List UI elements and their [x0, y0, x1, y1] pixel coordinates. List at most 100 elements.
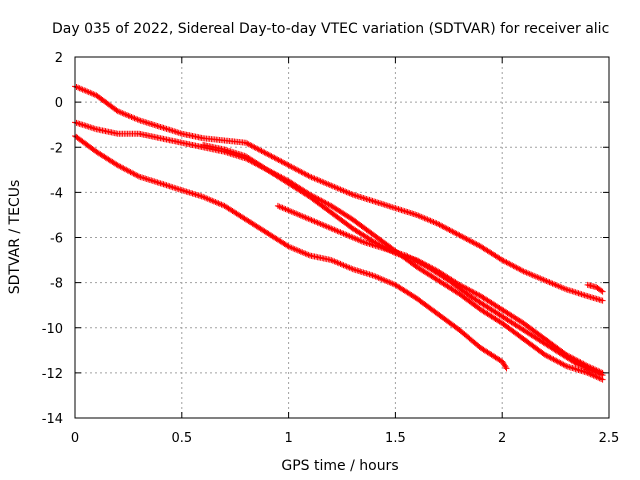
interpolated-markers: [543, 337, 568, 357]
y-tick-label: -4: [50, 186, 63, 201]
interpolated-markers: [73, 84, 98, 98]
series-track-6: [584, 281, 606, 295]
interpolated-markers: [586, 293, 605, 304]
interpolated-markers: [351, 192, 376, 204]
x-tick-label: 2.5: [599, 431, 620, 446]
interpolated-markers: [543, 278, 568, 292]
interpolated-markers: [201, 142, 226, 153]
interpolated-markers: [244, 140, 269, 157]
interpolated-markers: [73, 133, 99, 154]
interpolated-markers: [329, 257, 355, 272]
interpolated-markers: [329, 203, 355, 222]
interpolated-markers: [564, 286, 590, 299]
interpolated-markers: [340, 230, 365, 245]
y-tick-label: -14: [42, 412, 63, 427]
interpolated-markers: [276, 203, 301, 218]
interpolated-markers: [94, 149, 120, 168]
x-tick-label: 0.5: [171, 431, 192, 446]
interpolated-markers: [244, 217, 269, 236]
y-tick-label: -12: [42, 367, 63, 382]
interpolated-markers: [594, 285, 605, 294]
interpolated-markers: [564, 363, 590, 376]
interpolated-markers: [436, 278, 462, 297]
interpolated-markers: [137, 131, 162, 141]
interpolated-markers: [457, 233, 483, 249]
data-series: [72, 83, 606, 383]
x-tick-label: 1: [284, 431, 292, 446]
interpolated-markers: [265, 151, 291, 168]
interpolated-markers: [159, 124, 184, 137]
axis-ticks: [74, 56, 610, 419]
interpolated-markers: [223, 137, 248, 146]
interpolated-markers: [159, 135, 184, 146]
interpolated-markers: [500, 359, 509, 370]
interpolated-markers: [436, 269, 462, 287]
interpolated-markers: [479, 307, 504, 326]
interpolated-markers: [457, 282, 483, 299]
interpolated-markers: [532, 334, 558, 353]
interpolated-markers: [415, 212, 440, 227]
interpolated-markers: [479, 294, 504, 312]
interpolated-markers: [159, 180, 184, 193]
interpolated-markers: [457, 328, 483, 350]
series-track-1: [72, 83, 606, 304]
y-tick-label: -10: [42, 322, 63, 337]
interpolated-markers: [351, 266, 376, 279]
interpolated-markers: [116, 108, 141, 123]
y-tick-label: -8: [50, 277, 63, 292]
interpolated-markers: [116, 163, 141, 179]
interpolated-markers: [180, 140, 205, 150]
interpolated-markers: [372, 239, 397, 256]
x-tick-label: 0: [71, 431, 79, 446]
interpolated-markers: [329, 183, 355, 197]
interpolated-markers: [415, 264, 440, 283]
interpolated-markers: [137, 174, 162, 186]
series-track-5: [200, 141, 606, 376]
interpolated-markers: [308, 194, 334, 215]
data-point: [274, 202, 281, 209]
interpolated-markers: [457, 291, 483, 312]
x-tick-label: 2: [498, 431, 506, 446]
interpolated-markers: [415, 257, 440, 274]
interpolated-markers: [521, 321, 547, 342]
interpolated-markers: [180, 131, 205, 141]
interpolated-markers: [500, 307, 526, 326]
interpolated-markers: [308, 174, 333, 188]
chart-title: Day 035 of 2022, Sidereal Day-to-day VTE…: [52, 21, 609, 37]
interpolated-markers: [479, 244, 504, 263]
interpolated-markers: [489, 307, 515, 326]
interpolated-markers: [436, 312, 462, 333]
interpolated-markers: [265, 230, 291, 249]
interpolated-markers: [94, 93, 120, 114]
interpolated-markers: [372, 273, 397, 288]
interpolated-markers: [223, 147, 248, 159]
x-axis-title: GPS time / hours: [281, 458, 398, 474]
interpolated-markers: [468, 294, 494, 312]
interpolated-markers: [180, 187, 205, 200]
interpolated-markers: [222, 203, 248, 222]
y-tick-label: 0: [55, 96, 63, 111]
interpolated-markers: [351, 226, 376, 245]
interpolated-markers: [244, 154, 269, 172]
series-track-3: [72, 132, 510, 372]
interpolated-markers: [286, 181, 312, 199]
interpolated-markers: [436, 221, 462, 238]
interpolated-markers: [265, 167, 291, 186]
y-tick-label: 2: [55, 51, 63, 66]
interpolated-markers: [500, 321, 526, 342]
interpolated-markers: [329, 210, 355, 231]
interpolated-markers: [94, 126, 120, 137]
interpolated-markers: [393, 250, 419, 263]
interpolated-markers: [287, 244, 312, 258]
interpolated-markers: [137, 117, 162, 130]
interpolated-markers: [287, 163, 312, 179]
interpolated-markers: [522, 269, 547, 283]
interpolated-markers: [415, 296, 440, 317]
interpolated-markers: [350, 217, 376, 238]
interpolated-markers: [297, 212, 323, 227]
interpolated-markers: [586, 370, 605, 382]
interpolated-markers: [73, 119, 98, 132]
interpolated-markers: [586, 282, 598, 290]
interpolated-markers: [543, 352, 568, 369]
